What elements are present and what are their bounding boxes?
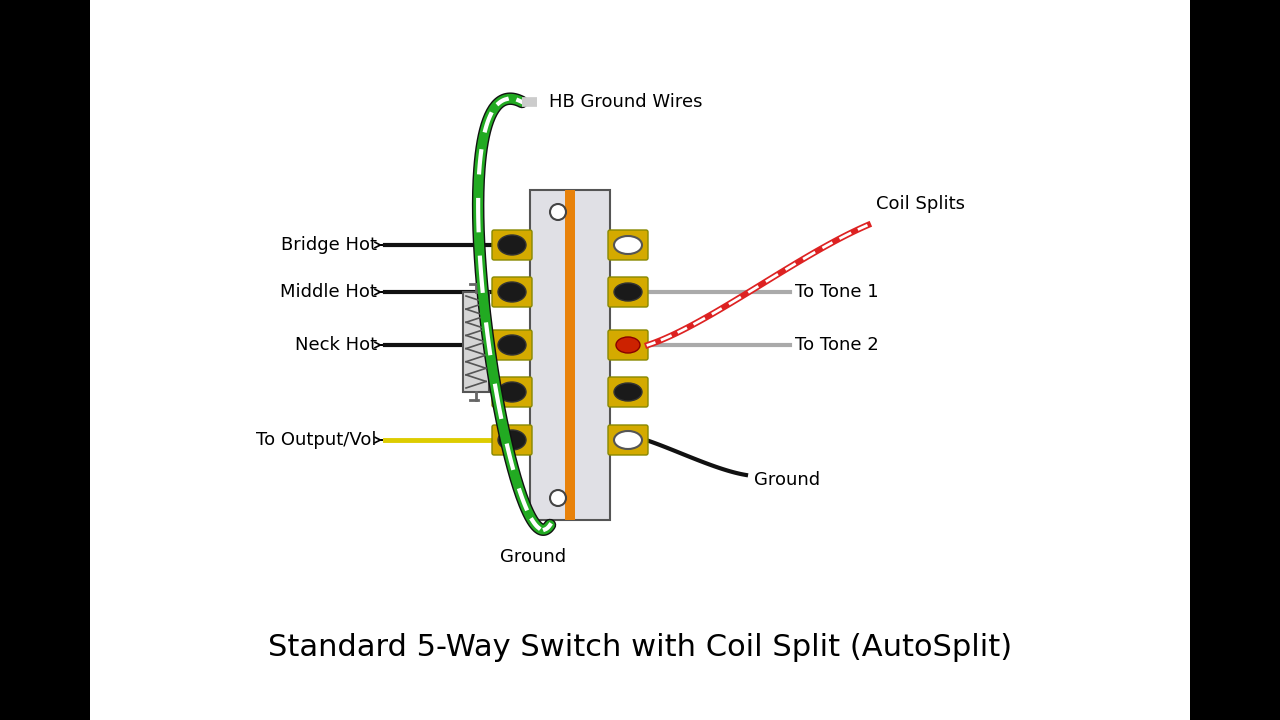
Ellipse shape: [614, 431, 643, 449]
Ellipse shape: [498, 382, 526, 402]
Ellipse shape: [614, 236, 643, 254]
Text: Coil Splits: Coil Splits: [876, 195, 965, 213]
FancyBboxPatch shape: [608, 377, 648, 407]
Text: To Tone 1: To Tone 1: [795, 283, 878, 301]
FancyBboxPatch shape: [492, 425, 532, 455]
Text: Neck Hot: Neck Hot: [294, 336, 378, 354]
Text: Bridge Hot: Bridge Hot: [282, 236, 378, 254]
Ellipse shape: [614, 383, 643, 401]
FancyBboxPatch shape: [608, 277, 648, 307]
Text: To Output/Vol: To Output/Vol: [256, 431, 378, 449]
Ellipse shape: [614, 283, 643, 301]
FancyBboxPatch shape: [492, 277, 532, 307]
Text: HB Ground Wires: HB Ground Wires: [549, 93, 703, 111]
FancyBboxPatch shape: [608, 230, 648, 260]
FancyBboxPatch shape: [608, 425, 648, 455]
Ellipse shape: [498, 235, 526, 255]
Text: Ground: Ground: [500, 548, 566, 566]
FancyBboxPatch shape: [492, 230, 532, 260]
Ellipse shape: [498, 335, 526, 355]
Ellipse shape: [616, 337, 640, 353]
Text: Middle Hot: Middle Hot: [280, 283, 378, 301]
Ellipse shape: [498, 430, 526, 450]
FancyBboxPatch shape: [492, 377, 532, 407]
Text: Ground: Ground: [754, 471, 820, 489]
FancyBboxPatch shape: [608, 330, 648, 360]
Text: To Tone 2: To Tone 2: [795, 336, 879, 354]
Bar: [530, 190, 611, 520]
Ellipse shape: [498, 282, 526, 302]
Circle shape: [550, 490, 566, 506]
FancyBboxPatch shape: [492, 330, 532, 360]
Bar: [564, 190, 575, 520]
Bar: [463, 292, 489, 392]
Text: Standard 5-Way Switch with Coil Split (AutoSplit): Standard 5-Way Switch with Coil Split (A…: [268, 634, 1012, 662]
Bar: [90, 0, 1190, 720]
Circle shape: [550, 204, 566, 220]
